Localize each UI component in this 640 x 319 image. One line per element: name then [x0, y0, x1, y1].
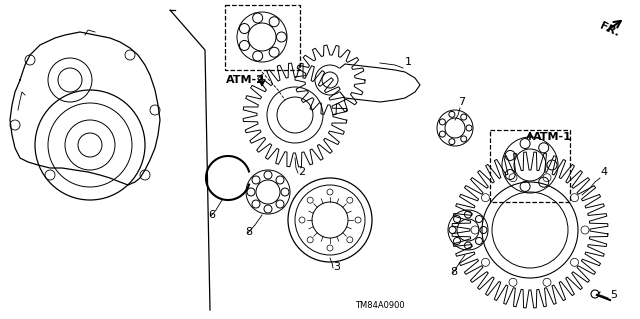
Text: FR.: FR. [598, 20, 621, 38]
Text: TM84A0900: TM84A0900 [355, 301, 405, 310]
Text: 6: 6 [208, 210, 215, 220]
Text: 3: 3 [333, 262, 340, 272]
Text: 1: 1 [405, 57, 412, 67]
Text: 7: 7 [458, 97, 465, 107]
Text: ATM-2: ATM-2 [225, 75, 264, 85]
Text: 5: 5 [610, 290, 617, 300]
Text: 4: 4 [600, 167, 607, 177]
Polygon shape [340, 64, 420, 102]
Bar [225, 5, 300, 70]
Text: 2: 2 [298, 167, 305, 177]
Bar [490, 130, 570, 202]
Text: ATM-1: ATM-1 [532, 132, 572, 142]
Text: 8: 8 [245, 227, 252, 237]
Text: 8: 8 [450, 267, 457, 277]
